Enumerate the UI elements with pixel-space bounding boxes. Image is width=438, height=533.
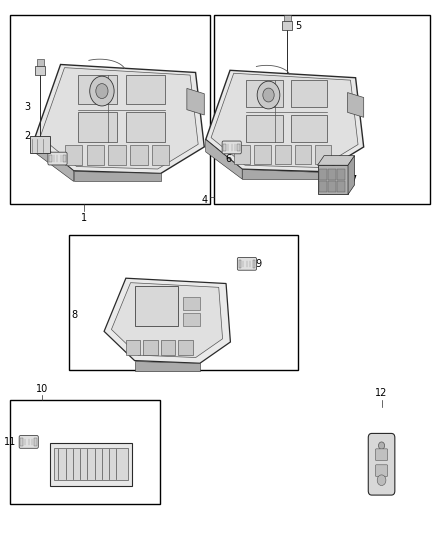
Circle shape [90, 76, 114, 106]
Text: 12: 12 [375, 389, 388, 398]
Bar [178, 341, 193, 356]
Polygon shape [187, 88, 204, 115]
FancyBboxPatch shape [48, 152, 67, 165]
Bar [223, 144, 226, 151]
Text: 7: 7 [350, 175, 357, 185]
Bar [328, 169, 336, 180]
Text: 2: 2 [24, 131, 30, 141]
Bar [161, 341, 175, 356]
Text: 6: 6 [226, 154, 232, 164]
Bar [35, 438, 37, 446]
Bar [237, 144, 240, 151]
Bar [21, 438, 23, 446]
Bar [282, 21, 292, 30]
FancyBboxPatch shape [375, 465, 388, 477]
Bar [35, 66, 45, 75]
Circle shape [377, 475, 386, 486]
Bar [254, 146, 271, 164]
Bar [234, 146, 250, 164]
Polygon shape [348, 156, 354, 195]
Bar [337, 181, 345, 192]
Bar [253, 260, 255, 268]
Bar [275, 146, 291, 164]
Polygon shape [318, 156, 354, 165]
Text: 1: 1 [81, 213, 88, 223]
Polygon shape [242, 169, 323, 179]
Bar [65, 146, 82, 165]
Polygon shape [291, 80, 327, 107]
Polygon shape [111, 282, 223, 358]
FancyBboxPatch shape [19, 435, 39, 448]
Bar [109, 146, 126, 165]
FancyBboxPatch shape [375, 449, 388, 461]
Text: 3: 3 [24, 102, 30, 112]
Bar [130, 146, 148, 165]
FancyBboxPatch shape [237, 257, 257, 270]
Bar [319, 181, 327, 192]
Circle shape [263, 88, 274, 102]
Bar [337, 169, 345, 180]
Bar [31, 136, 49, 154]
Polygon shape [134, 361, 200, 371]
Text: 5: 5 [295, 21, 301, 31]
Polygon shape [74, 171, 161, 181]
Bar [49, 443, 132, 486]
Bar [63, 155, 66, 163]
Polygon shape [40, 68, 198, 169]
Polygon shape [35, 64, 204, 173]
Polygon shape [126, 75, 165, 104]
Polygon shape [211, 73, 358, 167]
Bar [152, 146, 170, 165]
Bar [49, 155, 52, 163]
Polygon shape [347, 93, 364, 117]
Circle shape [378, 442, 385, 449]
FancyBboxPatch shape [368, 433, 395, 495]
Polygon shape [104, 278, 230, 364]
Polygon shape [206, 140, 242, 179]
Bar [69, 235, 298, 370]
Text: 4: 4 [201, 195, 208, 205]
Bar [134, 286, 178, 326]
Text: 9: 9 [255, 259, 261, 269]
Polygon shape [206, 70, 364, 172]
Bar [87, 146, 104, 165]
Bar [54, 448, 128, 480]
Text: 10: 10 [36, 384, 48, 393]
Bar [126, 341, 140, 356]
Circle shape [257, 81, 280, 109]
Text: 8: 8 [71, 310, 77, 320]
Bar [143, 341, 158, 356]
FancyBboxPatch shape [222, 141, 241, 154]
Bar [10, 15, 210, 204]
Bar [10, 400, 160, 504]
Polygon shape [35, 139, 74, 181]
Bar [319, 169, 327, 180]
Bar [183, 297, 200, 310]
Polygon shape [78, 112, 117, 142]
Polygon shape [246, 80, 283, 107]
Bar [328, 181, 336, 192]
Bar [214, 15, 430, 204]
Text: 11: 11 [4, 437, 16, 447]
Bar [295, 146, 311, 164]
Polygon shape [126, 112, 165, 142]
Polygon shape [78, 75, 117, 104]
Bar [315, 146, 331, 164]
Polygon shape [291, 115, 327, 142]
Bar [239, 260, 241, 268]
Polygon shape [246, 115, 283, 142]
Bar [318, 165, 348, 195]
Bar [183, 313, 200, 326]
Circle shape [96, 84, 108, 99]
Bar [37, 59, 43, 66]
Bar [283, 14, 290, 21]
